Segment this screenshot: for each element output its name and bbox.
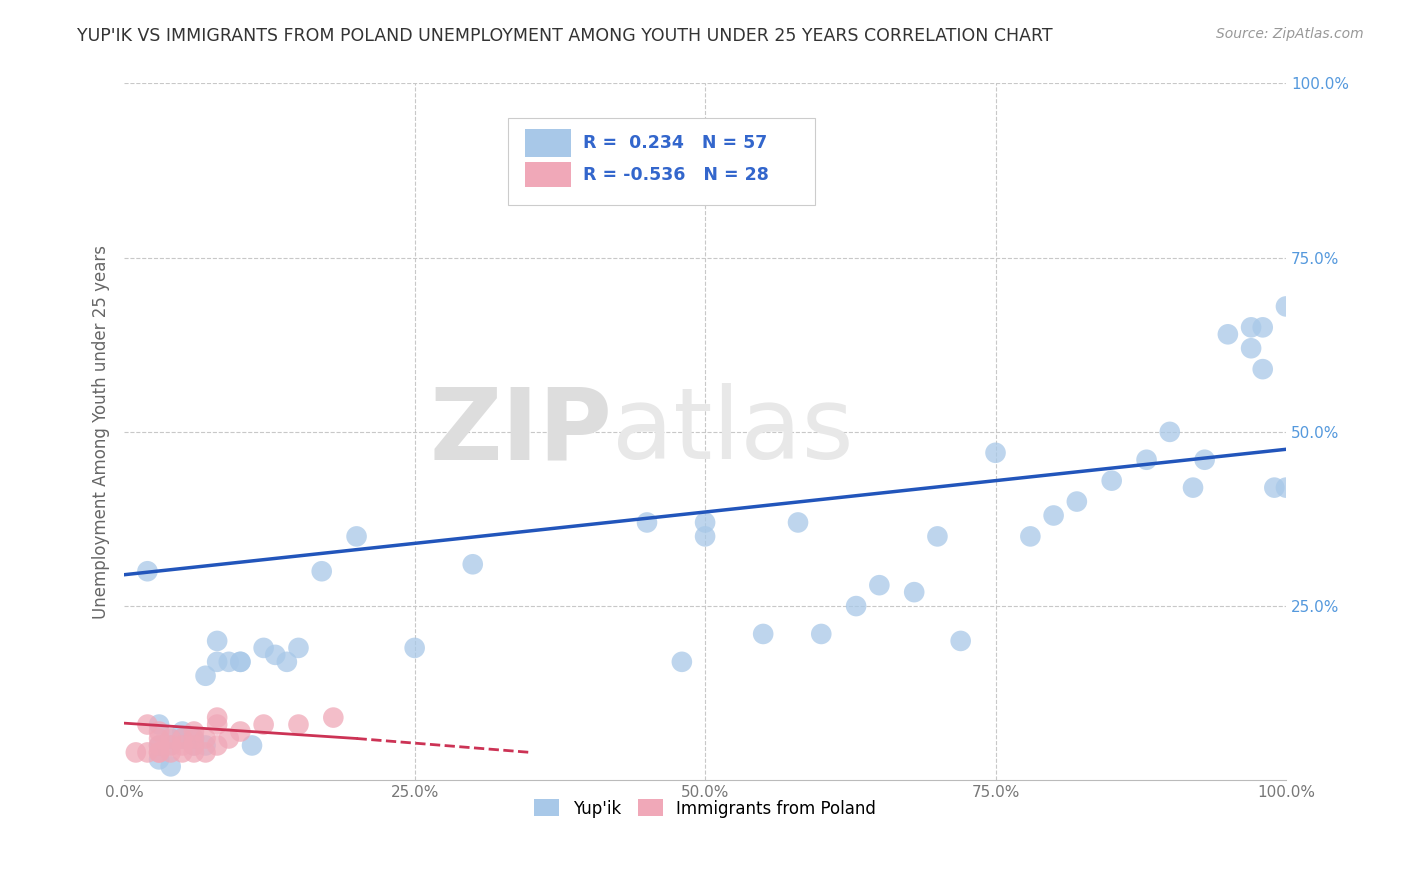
Point xyxy=(1263,481,1285,495)
Point xyxy=(1066,494,1088,508)
Point xyxy=(183,739,205,753)
Point xyxy=(1275,300,1298,314)
Point xyxy=(183,731,205,746)
Point xyxy=(148,717,170,731)
Text: R =  0.234   N = 57: R = 0.234 N = 57 xyxy=(583,134,768,152)
Point xyxy=(671,655,693,669)
Point xyxy=(1135,452,1157,467)
Point xyxy=(1159,425,1181,439)
Point xyxy=(927,529,949,543)
Y-axis label: Unemployment Among Youth under 25 years: Unemployment Among Youth under 25 years xyxy=(93,245,110,619)
Point xyxy=(205,717,228,731)
Point xyxy=(1275,481,1298,495)
Point xyxy=(1216,327,1239,342)
Point xyxy=(172,731,194,746)
Text: R = -0.536   N = 28: R = -0.536 N = 28 xyxy=(583,166,769,184)
Point xyxy=(903,585,925,599)
Point xyxy=(148,724,170,739)
Point xyxy=(125,746,148,760)
Point xyxy=(404,640,426,655)
Point xyxy=(229,655,252,669)
Point xyxy=(1101,474,1123,488)
Point xyxy=(205,739,228,753)
Point xyxy=(136,717,159,731)
Point xyxy=(159,746,181,760)
Point xyxy=(868,578,890,592)
Point xyxy=(253,717,276,731)
Point xyxy=(148,746,170,760)
Point xyxy=(1240,320,1263,334)
Point xyxy=(1240,341,1263,355)
Text: atlas: atlas xyxy=(612,384,853,481)
Point xyxy=(1019,529,1042,543)
Text: Source: ZipAtlas.com: Source: ZipAtlas.com xyxy=(1216,27,1364,41)
Point xyxy=(148,746,170,760)
Point xyxy=(136,746,159,760)
Point xyxy=(287,640,309,655)
Point xyxy=(148,752,170,766)
Point xyxy=(787,516,810,530)
Point xyxy=(810,627,832,641)
Point xyxy=(461,558,484,572)
Point xyxy=(205,634,228,648)
Point xyxy=(752,627,775,641)
Point xyxy=(693,516,716,530)
Point xyxy=(949,634,972,648)
Point xyxy=(148,731,170,746)
Point xyxy=(172,724,194,739)
Point xyxy=(845,599,868,613)
Point xyxy=(1251,362,1274,376)
Point xyxy=(172,739,194,753)
Point xyxy=(287,717,309,731)
Text: ZIP: ZIP xyxy=(429,384,612,481)
Point xyxy=(183,724,205,739)
Point xyxy=(159,731,181,746)
Point xyxy=(311,564,333,578)
Text: YUP'IK VS IMMIGRANTS FROM POLAND UNEMPLOYMENT AMONG YOUTH UNDER 25 YEARS CORRELA: YUP'IK VS IMMIGRANTS FROM POLAND UNEMPLO… xyxy=(77,27,1053,45)
Point xyxy=(148,739,170,753)
Point xyxy=(205,655,228,669)
Point xyxy=(159,739,181,753)
Point xyxy=(636,516,658,530)
Point xyxy=(276,655,298,669)
Point xyxy=(183,739,205,753)
Point xyxy=(229,724,252,739)
Point xyxy=(194,739,217,753)
Point xyxy=(1251,320,1274,334)
Point xyxy=(172,731,194,746)
Point xyxy=(1182,481,1205,495)
Point xyxy=(194,746,217,760)
Point xyxy=(253,640,276,655)
Point xyxy=(240,739,263,753)
Point xyxy=(194,731,217,746)
Point xyxy=(218,731,240,746)
Legend: Yup'ik, Immigrants from Poland: Yup'ik, Immigrants from Poland xyxy=(527,793,883,824)
Point xyxy=(159,731,181,746)
Point xyxy=(183,746,205,760)
Point xyxy=(172,746,194,760)
Point xyxy=(172,731,194,746)
Point xyxy=(218,655,240,669)
Point xyxy=(1194,452,1216,467)
Point xyxy=(183,731,205,746)
Point xyxy=(322,710,344,724)
Point xyxy=(159,759,181,773)
Point xyxy=(159,739,181,753)
Point xyxy=(194,669,217,683)
FancyBboxPatch shape xyxy=(508,119,815,205)
Point xyxy=(136,564,159,578)
Point xyxy=(205,710,228,724)
Point xyxy=(693,529,716,543)
Point xyxy=(229,655,252,669)
Point xyxy=(148,739,170,753)
Point xyxy=(346,529,368,543)
FancyBboxPatch shape xyxy=(524,128,571,157)
FancyBboxPatch shape xyxy=(524,162,571,186)
Point xyxy=(1042,508,1064,523)
Point xyxy=(984,446,1007,460)
Point xyxy=(264,648,287,662)
